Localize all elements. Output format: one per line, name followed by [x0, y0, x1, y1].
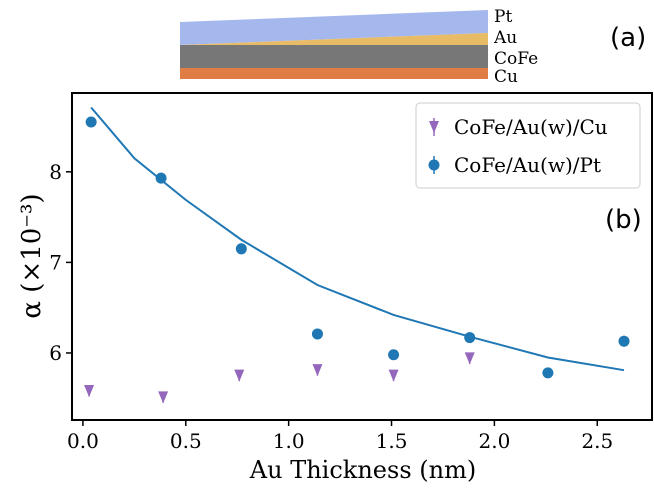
cu-layer: [180, 68, 488, 79]
point: [388, 349, 400, 361]
point: [84, 385, 95, 398]
point: [542, 367, 554, 379]
layer-label: Pt: [494, 7, 512, 27]
x-axis-label: Au Thickness (nm): [249, 456, 476, 484]
x-tick-label: 0.0: [67, 429, 99, 453]
point: [464, 352, 475, 365]
layer-label: CoFe: [494, 49, 538, 69]
point: [464, 332, 476, 344]
point: [85, 116, 97, 128]
point: [618, 335, 630, 347]
cofe-layer: [180, 45, 488, 68]
point: [312, 364, 323, 377]
au-layer: [180, 33, 488, 46]
point: [234, 369, 245, 382]
legend-box: [415, 102, 641, 189]
x-tick-label: 1.5: [376, 429, 408, 453]
point: [388, 369, 399, 382]
layer-label: Cu: [494, 67, 518, 87]
layer-label: Au: [493, 28, 517, 48]
y-tick-label: 7: [49, 250, 62, 274]
y-axis-label: α (×10⁻³): [17, 193, 47, 318]
x-tick-label: 2.5: [581, 429, 613, 453]
x-tick-label: 0.5: [170, 429, 202, 453]
plot-frame: [71, 92, 653, 421]
pt-layer: [180, 10, 488, 45]
point: [155, 172, 167, 184]
y-tick-label: 8: [49, 160, 62, 184]
panel-label: (b): [605, 205, 642, 235]
y-tick-label: 6: [49, 341, 62, 365]
x-tick-label: 1.0: [273, 429, 305, 453]
fit-line: [90, 106, 625, 372]
legend-label: CoFe/Au(w)/Cu: [454, 115, 608, 139]
point: [311, 328, 323, 340]
point: [235, 243, 247, 255]
panel-label: (a): [610, 23, 646, 53]
point: [158, 391, 169, 404]
legend-label: CoFe/Au(w)/Pt: [454, 153, 601, 177]
x-tick-label: 2.0: [478, 429, 510, 453]
